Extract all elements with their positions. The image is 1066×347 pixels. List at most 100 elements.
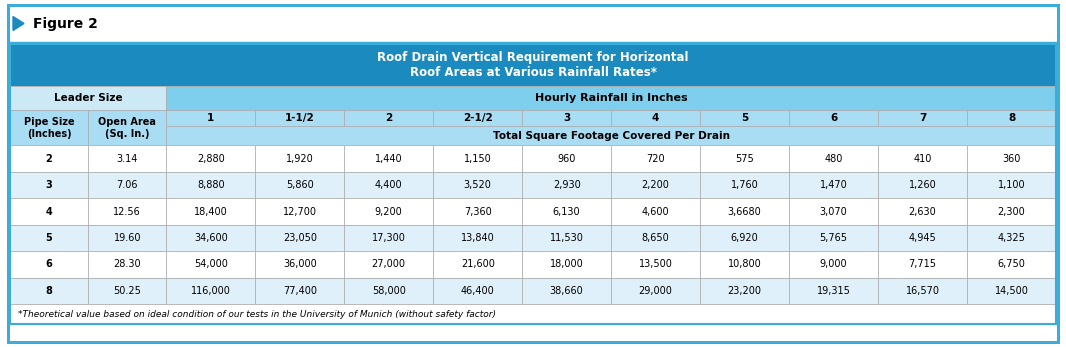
Bar: [522, 225, 611, 251]
Text: 960: 960: [558, 154, 576, 164]
Bar: [166, 198, 255, 225]
Bar: [522, 172, 611, 198]
Text: 7: 7: [919, 113, 926, 123]
Text: 8,880: 8,880: [197, 180, 225, 190]
Text: 6: 6: [46, 260, 52, 270]
Bar: [344, 110, 433, 126]
Bar: [88, 145, 166, 172]
Text: 46,400: 46,400: [461, 286, 495, 296]
Text: 19.60: 19.60: [113, 233, 141, 243]
Bar: [88, 225, 166, 251]
Bar: [789, 198, 878, 225]
Text: 5,765: 5,765: [820, 233, 847, 243]
Text: 3: 3: [46, 180, 52, 190]
Text: 720: 720: [646, 154, 665, 164]
Bar: [166, 110, 255, 126]
Bar: [611, 172, 700, 198]
Bar: [967, 251, 1056, 278]
Text: Leader Size: Leader Size: [54, 93, 123, 103]
Bar: [166, 278, 255, 304]
Bar: [433, 110, 522, 126]
Text: Pipe Size
(Inches): Pipe Size (Inches): [23, 117, 75, 138]
Text: 7,715: 7,715: [908, 260, 937, 270]
Bar: [878, 172, 967, 198]
Text: 12,700: 12,700: [282, 206, 317, 217]
Text: 13,840: 13,840: [461, 233, 495, 243]
Text: 7.06: 7.06: [116, 180, 138, 190]
Text: 4,400: 4,400: [375, 180, 403, 190]
Text: 5: 5: [46, 233, 52, 243]
Text: 36,000: 36,000: [282, 260, 317, 270]
Bar: [10, 110, 88, 145]
Bar: [967, 198, 1056, 225]
Bar: [878, 278, 967, 304]
Bar: [433, 145, 522, 172]
Text: 38,660: 38,660: [550, 286, 583, 296]
Text: 8: 8: [1007, 113, 1015, 123]
Text: 18,000: 18,000: [550, 260, 583, 270]
Bar: [611, 251, 700, 278]
Text: 1: 1: [207, 113, 214, 123]
Bar: [522, 198, 611, 225]
Text: 2: 2: [385, 113, 392, 123]
Bar: [10, 304, 1056, 324]
Text: 77,400: 77,400: [282, 286, 317, 296]
Text: 58,000: 58,000: [372, 286, 406, 296]
Bar: [700, 172, 789, 198]
Bar: [255, 198, 344, 225]
Text: 410: 410: [914, 154, 932, 164]
Text: 2,930: 2,930: [553, 180, 581, 190]
Bar: [522, 278, 611, 304]
Text: 1,260: 1,260: [908, 180, 936, 190]
Bar: [878, 198, 967, 225]
Text: 6: 6: [830, 113, 837, 123]
Bar: [522, 110, 611, 126]
Bar: [88, 251, 166, 278]
Text: 3,520: 3,520: [464, 180, 491, 190]
Bar: [255, 145, 344, 172]
Bar: [10, 251, 88, 278]
Polygon shape: [13, 17, 25, 31]
Bar: [967, 110, 1056, 126]
Bar: [789, 278, 878, 304]
Text: 3,070: 3,070: [820, 206, 847, 217]
Text: 34,600: 34,600: [194, 233, 228, 243]
Text: 21,600: 21,600: [461, 260, 495, 270]
Bar: [166, 145, 255, 172]
Bar: [10, 198, 88, 225]
Bar: [88, 278, 166, 304]
Bar: [700, 278, 789, 304]
Bar: [344, 278, 433, 304]
Text: 6,920: 6,920: [730, 233, 759, 243]
Text: 8: 8: [46, 286, 52, 296]
Bar: [255, 225, 344, 251]
Text: 5: 5: [741, 113, 748, 123]
Text: 12.56: 12.56: [113, 206, 141, 217]
Bar: [700, 225, 789, 251]
Text: 1,760: 1,760: [730, 180, 759, 190]
Bar: [344, 145, 433, 172]
Text: 17,300: 17,300: [372, 233, 406, 243]
Bar: [10, 225, 88, 251]
Text: 54,000: 54,000: [194, 260, 228, 270]
Bar: [433, 198, 522, 225]
Bar: [878, 225, 967, 251]
Text: 14,500: 14,500: [995, 286, 1029, 296]
Text: 3: 3: [563, 113, 570, 123]
Text: Open Area
(Sq. In.): Open Area (Sq. In.): [98, 117, 156, 138]
Text: 2,630: 2,630: [908, 206, 936, 217]
Text: 16,570: 16,570: [905, 286, 939, 296]
Bar: [10, 44, 1056, 86]
Text: 2-1/2: 2-1/2: [463, 113, 492, 123]
Bar: [967, 145, 1056, 172]
Bar: [88, 110, 166, 145]
Bar: [789, 110, 878, 126]
Text: 360: 360: [1002, 154, 1021, 164]
Text: Roof Drain Vertical Requirement for Horizontal
Roof Areas at Various Rainfall Ra: Roof Drain Vertical Requirement for Hori…: [377, 51, 689, 79]
Bar: [255, 172, 344, 198]
Text: 11,530: 11,530: [550, 233, 583, 243]
Text: 4,600: 4,600: [642, 206, 669, 217]
Bar: [255, 278, 344, 304]
Text: 7,360: 7,360: [464, 206, 491, 217]
Bar: [10, 145, 88, 172]
